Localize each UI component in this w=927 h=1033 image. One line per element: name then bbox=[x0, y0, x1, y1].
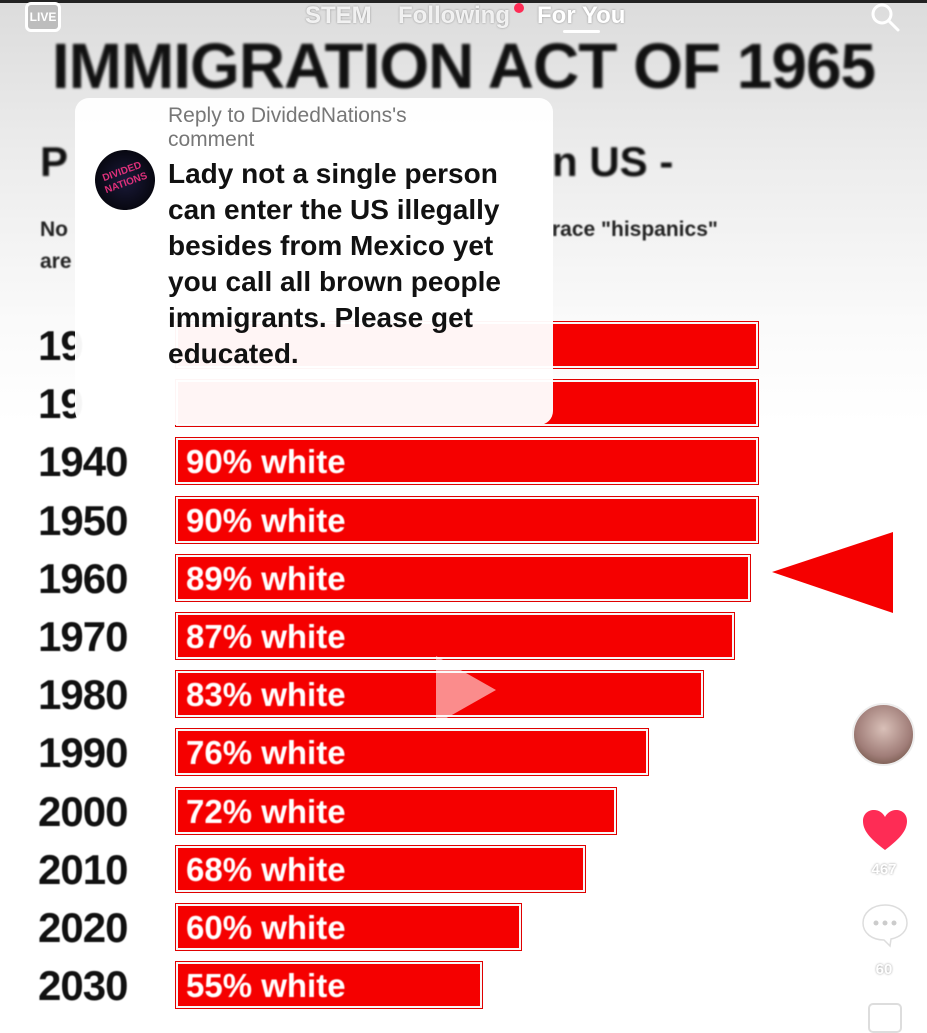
bar: 68% white bbox=[175, 844, 586, 893]
bar-label: 83% white bbox=[186, 676, 346, 714]
chart-row: 1960 89% white bbox=[0, 553, 927, 603]
bar: 90% white bbox=[175, 495, 759, 544]
bar: 60% white bbox=[175, 903, 522, 951]
bar-label: 90% white bbox=[186, 501, 346, 539]
year-label: 2030 bbox=[38, 962, 128, 1010]
comment-icon[interactable] bbox=[860, 902, 910, 948]
live-label: LIVE bbox=[29, 10, 57, 24]
play-icon[interactable] bbox=[432, 652, 502, 728]
chart-row: 1950 90% white bbox=[0, 495, 927, 545]
creator-avatar[interactable] bbox=[852, 703, 915, 766]
tab-for-you[interactable]: For You bbox=[537, 2, 626, 29]
video-subtitle-right: n US - bbox=[552, 138, 674, 185]
year-label: 1950 bbox=[38, 496, 128, 544]
bar-label: 87% white bbox=[186, 618, 346, 655]
year-label: 2010 bbox=[38, 845, 128, 893]
chart-row: 2010 68% white bbox=[0, 844, 927, 894]
bar-label: 89% white bbox=[186, 559, 346, 597]
heart-icon[interactable] bbox=[861, 808, 909, 852]
video-note-left-2: are bbox=[40, 250, 72, 273]
bar: 76% white bbox=[175, 728, 649, 777]
year-label: 1970 bbox=[38, 613, 128, 660]
bar: 90% white bbox=[175, 437, 759, 486]
video-note-left: No bbox=[40, 218, 68, 241]
bar-label: 72% white bbox=[186, 792, 346, 830]
live-button[interactable]: LIVE bbox=[25, 2, 61, 32]
year-label: 1940 bbox=[38, 438, 128, 486]
bar: 55% white bbox=[175, 961, 483, 1010]
year-label: 2000 bbox=[38, 787, 128, 835]
tab-stem[interactable]: STEM bbox=[305, 2, 372, 29]
like-count: 467 bbox=[871, 861, 897, 878]
search-icon[interactable] bbox=[870, 2, 900, 32]
comment-text: Lady not a single person can enter the U… bbox=[168, 158, 501, 369]
bar-label: 68% white bbox=[186, 850, 346, 888]
active-tab-indicator bbox=[563, 30, 600, 33]
comment-count: 60 bbox=[875, 961, 893, 978]
video-title: IMMIGRATION ACT OF 1965 bbox=[51, 30, 876, 102]
chart-row: 1970 87% white bbox=[0, 611, 927, 661]
bar: 89% white bbox=[175, 553, 751, 602]
reply-comment-card[interactable] bbox=[75, 98, 553, 425]
chart-row: 2020 60% white bbox=[0, 902, 927, 952]
tab-following[interactable]: Following bbox=[398, 2, 510, 29]
following-notification-dot bbox=[514, 3, 524, 13]
year-label: 1980 bbox=[38, 671, 128, 719]
year-label: 1990 bbox=[38, 729, 128, 777]
bar-label: 55% white bbox=[186, 967, 346, 1005]
reply-header: Reply to DividedNations's comment bbox=[168, 104, 407, 151]
chart-row: 1940 90% white bbox=[0, 436, 927, 486]
arrow-pointer-icon bbox=[772, 532, 893, 613]
chart-row: 2030 55% white bbox=[0, 960, 927, 1010]
year-label: 2020 bbox=[38, 904, 128, 951]
bar-label: 90% white bbox=[186, 443, 346, 481]
bar-label: 76% white bbox=[186, 734, 346, 772]
share-icon[interactable] bbox=[868, 1003, 902, 1033]
bar: 87% white bbox=[175, 612, 735, 660]
bar-label: 60% white bbox=[186, 909, 346, 946]
bar: 72% white bbox=[175, 786, 617, 835]
year-label: 1960 bbox=[38, 554, 128, 602]
chart-row: 1990 76% white bbox=[0, 727, 927, 777]
chart-row: 2000 72% white bbox=[0, 786, 927, 836]
video-note-right: race "hispanics" bbox=[552, 218, 718, 241]
video-subtitle-left: P bbox=[40, 138, 69, 185]
